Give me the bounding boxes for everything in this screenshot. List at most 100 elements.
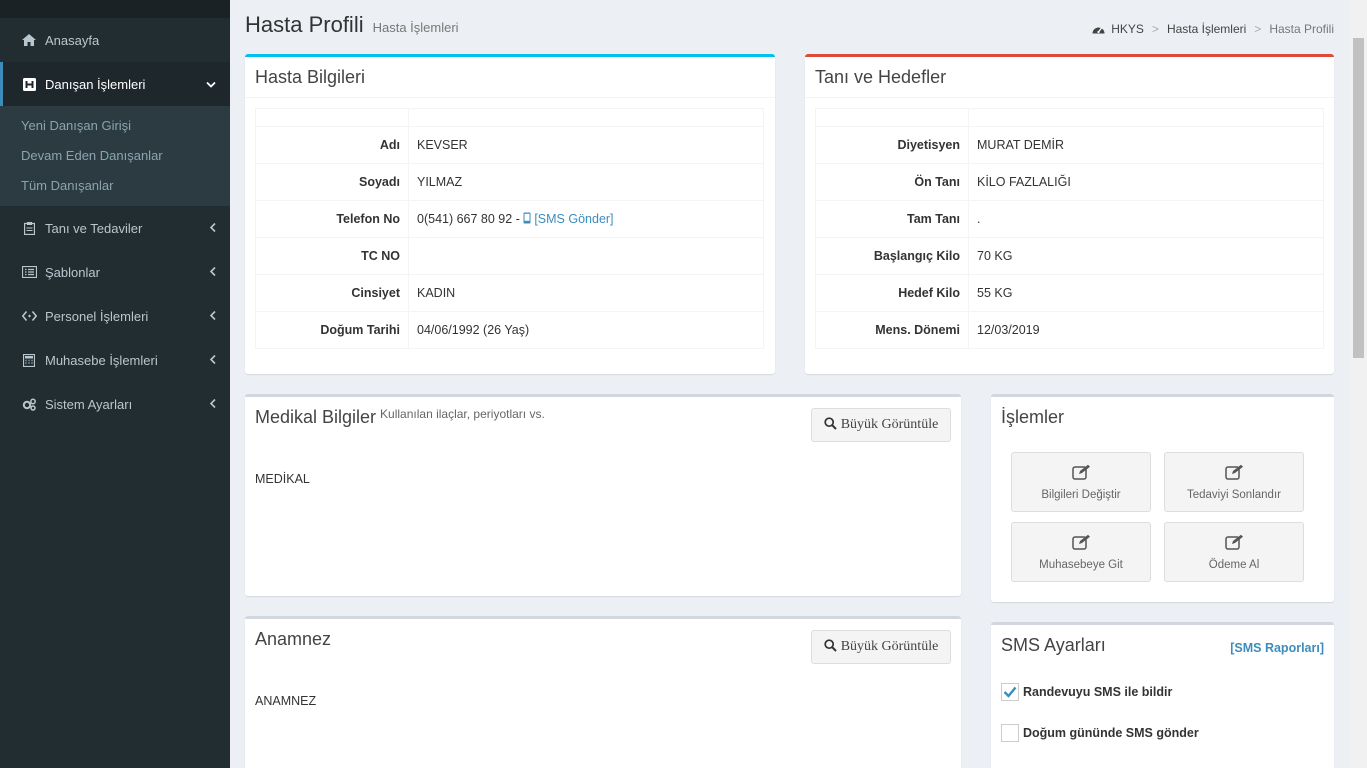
sidebar-item-muhasebe-islemleri[interactable]: Muhasebe İşlemleri [0, 338, 230, 382]
sidebar: Anasayfa Danışan İşlemleri Yeni Danışan … [0, 0, 230, 768]
calculator-icon [21, 353, 37, 367]
row-value: 12/03/2019 [968, 311, 1324, 349]
button-label: Tedaviyi Sonlandır [1187, 488, 1281, 501]
row-value: 04/06/1992 (26 Yaş) [408, 311, 764, 349]
sms-option-birthday[interactable]: Doğum gününde SMS gönder [1001, 724, 1199, 742]
submenu-item-yeni-danisan[interactable]: Yeni Danışan Girişi [21, 117, 132, 133]
main-content: Hasta Profili Hasta İşlemleri HKYS > Has… [230, 0, 1350, 768]
anamnez-box: Anamnez Büyük Görüntüle ANAMNEZ [245, 616, 961, 768]
row-label: Tam Tanı [815, 200, 969, 238]
search-icon [824, 416, 837, 434]
edit-icon [1071, 464, 1091, 483]
diagnosis-box: Tanı ve Hedefler Diyetisyen MURAT DEMİR Ö… [805, 54, 1334, 374]
chevron-left-icon [209, 221, 216, 236]
actions-box: İşlemler Bilgileri Değiştir Tedaviyi Son… [991, 394, 1334, 602]
sidebar-item-danisan-islemleri[interactable]: Danışan İşlemleri [0, 62, 230, 106]
row-label: Doğum Tarihi [255, 311, 409, 349]
row-value [408, 237, 764, 275]
patient-info-table: Adı KEVSER Soyadı YILMAZ Telefon No 0(541)… [255, 108, 764, 349]
scrollbar-thumb[interactable] [1353, 38, 1364, 358]
row-value: 70 KG [968, 237, 1324, 275]
edit-info-button[interactable]: Bilgileri Değiştir [1011, 452, 1151, 512]
medical-enlarge-button[interactable]: Büyük Görüntüle [811, 408, 951, 442]
sms-option-appointment[interactable]: Randevuyu SMS ile bildir [1001, 683, 1172, 701]
chevron-left-icon [209, 397, 216, 412]
table-row: Cinsiyet KADIN [255, 274, 764, 312]
search-icon [824, 638, 837, 656]
row-value: 55 KG [968, 274, 1324, 312]
button-label: Muhasebeye Git [1039, 558, 1123, 571]
row-value: KİLO FAZLALIĞI [968, 163, 1324, 201]
list-alt-icon [21, 265, 37, 279]
sidebar-top-strip [0, 0, 230, 18]
edit-icon [1071, 534, 1091, 553]
anamnez-content: ANAMNEZ [255, 694, 317, 708]
row-label: Başlangıç Kilo [815, 237, 969, 275]
chevron-left-icon [209, 265, 216, 280]
checkbox-label: Doğum gününde SMS gönder [1023, 726, 1199, 740]
edit-icon [1224, 464, 1244, 483]
page-subtitle: Hasta İşlemleri [372, 20, 459, 35]
box-title: İşlemler [1001, 406, 1065, 427]
button-label: Ödeme Al [1208, 558, 1260, 571]
button-label: Bilgileri Değiştir [1041, 488, 1121, 501]
sidebar-item-sistem-ayarlari[interactable]: Sistem Ayarları [0, 382, 230, 426]
sidebar-item-anasayfa[interactable]: Anasayfa [0, 18, 230, 62]
table-row: Doğum Tarihi 04/06/1992 (26 Yaş) [255, 311, 764, 349]
medical-content: MEDİKAL [255, 472, 310, 486]
chevron-down-icon [206, 77, 216, 92]
table-row: Telefon No 0(541) 667 80 92 - [SMS Gönde… [255, 200, 764, 238]
breadcrumb-separator: > [1151, 22, 1159, 36]
sidebar-item-sablonlar[interactable]: Şablonlar [0, 250, 230, 294]
page-title: Hasta Profili [245, 12, 364, 37]
sidebar-item-label: Anasayfa [45, 32, 100, 48]
table-row: Mens. Dönemi 12/03/2019 [815, 311, 1324, 349]
table-row: Başlangıç Kilo 70 KG [815, 237, 1324, 275]
row-label: Diyetisyen [815, 126, 969, 164]
sidebar-item-label: Tanı ve Tedaviler [45, 220, 143, 236]
sms-send-label: [SMS Gönder] [534, 211, 614, 226]
page-header: Hasta Profili Hasta İşlemleri [245, 12, 459, 38]
cogs-icon [21, 397, 37, 411]
take-payment-button[interactable]: Ödeme Al [1164, 522, 1304, 582]
breadcrumb-separator: > [1254, 22, 1262, 36]
sidebar-item-label: Muhasebe İşlemleri [45, 352, 158, 368]
diagnosis-table: Diyetisyen MURAT DEMİR Ön Tanı KİLO FAZLAL… [815, 108, 1324, 349]
sidebar-item-label: Sistem Ayarları [45, 396, 133, 412]
anamnez-enlarge-button[interactable]: Büyük Görüntüle [811, 630, 951, 664]
phone-cell: 0(541) 667 80 92 - [SMS Gönder] [408, 200, 764, 238]
page-scrollbar[interactable] [1350, 0, 1367, 768]
submenu-item-tum-danisanlar[interactable]: Tüm Danışanlar [21, 177, 114, 193]
table-row: TC NO [255, 237, 764, 275]
breadcrumb-hkys[interactable]: HKYS [1111, 22, 1144, 36]
table-row: Adı KEVSER [255, 126, 764, 164]
row-label: Hedef Kilo [815, 274, 969, 312]
row-label: Soyadı [255, 163, 409, 201]
sidebar-item-personel-islemleri[interactable]: Personel İşlemleri [0, 294, 230, 338]
checkbox-unchecked[interactable] [1001, 724, 1019, 742]
home-icon [21, 33, 37, 47]
go-accounting-button[interactable]: Muhasebeye Git [1011, 522, 1151, 582]
breadcrumb-current: Hasta Profili [1269, 22, 1334, 36]
sms-settings-box: SMS Ayarları [SMS Raporları] Randevuyu S… [991, 622, 1334, 768]
box-title: Medikal Bilgiler [255, 406, 377, 427]
end-treatment-button[interactable]: Tedaviyi Sonlandır [1164, 452, 1304, 512]
code-icon [21, 309, 37, 323]
breadcrumb-hasta-islemleri[interactable]: Hasta İşlemleri [1166, 22, 1247, 36]
row-value: KADIN [408, 274, 764, 312]
hospital-icon [21, 77, 37, 91]
sidebar-item-tani-tedaviler[interactable]: Tanı ve Tedaviler [0, 206, 230, 250]
box-title: Hasta Bilgileri [245, 57, 775, 98]
chevron-left-icon [209, 353, 216, 368]
row-value: YILMAZ [408, 163, 764, 201]
row-label: TC NO [255, 237, 409, 275]
sidebar-item-label: Şablonlar [45, 264, 100, 280]
row-label: Adı [255, 126, 409, 164]
medical-box: Medikal Bilgiler Kullanılan ilaçlar, per… [245, 394, 961, 596]
submenu-item-devam-eden[interactable]: Devam Eden Danışanlar [21, 147, 163, 163]
sms-send-link[interactable]: [SMS Gönder] [523, 211, 614, 226]
button-label: Büyük Görüntüle [840, 417, 939, 432]
checkbox-checked[interactable] [1001, 683, 1019, 701]
sms-reports-link[interactable]: [SMS Raporları] [1230, 641, 1324, 655]
patient-info-box: Hasta Bilgileri Adı KEVSER Soyadı YILMAZ T… [245, 54, 775, 374]
